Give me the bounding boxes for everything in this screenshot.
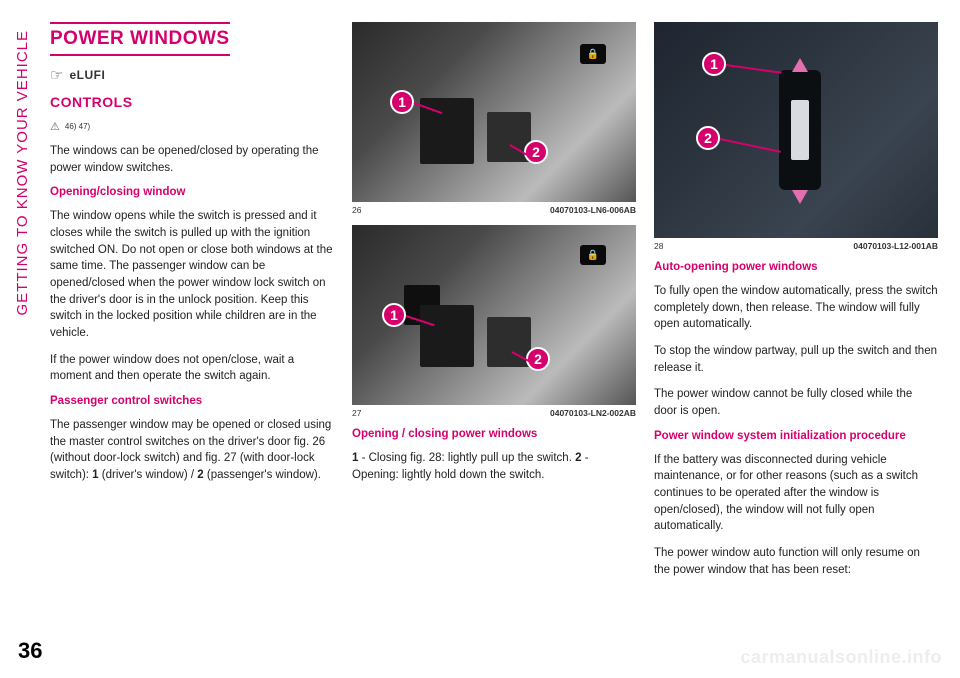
paragraph: The passenger window may be opened or cl… bbox=[50, 417, 334, 484]
subheading: Auto-opening power windows bbox=[654, 261, 938, 273]
arrow-down-icon bbox=[792, 190, 808, 204]
figure-code: 04070103-LN6-006AB bbox=[550, 205, 636, 215]
paragraph: The windows can be opened/closed by oper… bbox=[50, 143, 334, 176]
subheading: Opening / closing power windows bbox=[352, 428, 636, 440]
arrow-up-icon bbox=[792, 58, 808, 72]
text: (driver's window) / bbox=[99, 469, 198, 481]
warning-icon: ⚠ bbox=[50, 120, 60, 133]
paragraph: To fully open the window automatically, … bbox=[654, 283, 938, 333]
paragraph: If the power window does not open/close,… bbox=[50, 352, 334, 385]
watermark: carmanualsonline.info bbox=[740, 647, 942, 668]
icon-row: ☞ eLUFI bbox=[50, 66, 334, 84]
switch-shape bbox=[420, 305, 474, 367]
figure-image: 🔒 1 2 bbox=[352, 22, 636, 202]
lock-icon: 🔒 bbox=[580, 44, 606, 64]
text: - Closing fig. 28: lightly pull up the s… bbox=[358, 452, 575, 464]
marker-2: 2 bbox=[524, 140, 548, 164]
figure-code: 04070103-L12-001AB bbox=[853, 241, 938, 251]
text: (passenger's window). bbox=[204, 469, 321, 481]
figure-caption: 27 04070103-LN2-002AB bbox=[352, 405, 636, 418]
figure-image: 🔒 1 2 bbox=[352, 225, 636, 405]
figure-image: 1 2 bbox=[654, 22, 938, 238]
marker-line bbox=[726, 64, 782, 73]
lock-icon: 🔒 bbox=[580, 245, 606, 265]
figure-number: 27 bbox=[352, 408, 361, 418]
brand-label: eLUFI bbox=[69, 68, 105, 82]
marker-2: 2 bbox=[526, 347, 550, 371]
page-number: 36 bbox=[18, 638, 42, 664]
column-1: POWER WINDOWS ☞ eLUFI CONTROLS ⚠ 46) 47)… bbox=[50, 22, 334, 656]
paragraph: The power window auto function will only… bbox=[654, 545, 938, 578]
figure-caption: 26 04070103-LN6-006AB bbox=[352, 202, 636, 215]
subheading: Passenger control switches bbox=[50, 395, 334, 407]
sidebar: GETTING TO KNOW YOUR VEHICLE bbox=[0, 0, 44, 678]
figure-code: 04070103-LN2-002AB bbox=[550, 408, 636, 418]
marker-1: 1 bbox=[390, 90, 414, 114]
marker-1: 1 bbox=[382, 303, 406, 327]
column-3: 1 2 28 04070103-L12-001AB Auto-opening p… bbox=[654, 22, 938, 656]
figure-caption: 28 04070103-L12-001AB bbox=[654, 238, 938, 251]
section-label: GETTING TO KNOW YOUR VEHICLE bbox=[14, 30, 31, 316]
figure-number: 28 bbox=[654, 241, 663, 251]
paragraph: To stop the window partway, pull up the … bbox=[654, 343, 938, 376]
column-2: 🔒 1 2 26 04070103-LN6-006AB 🔒 1 bbox=[352, 22, 636, 656]
content-area: POWER WINDOWS ☞ eLUFI CONTROLS ⚠ 46) 47)… bbox=[44, 0, 960, 678]
page-title: POWER WINDOWS bbox=[50, 22, 230, 56]
pointer-icon: ☞ bbox=[50, 66, 63, 84]
figure-number: 26 bbox=[352, 205, 361, 215]
subheading: Opening/closing window bbox=[50, 186, 334, 198]
section-subtitle: CONTROLS bbox=[50, 94, 334, 110]
paragraph: The power window cannot be fully closed … bbox=[654, 386, 938, 419]
paragraph: The window opens while the switch is pre… bbox=[50, 208, 334, 341]
paragraph: If the battery was disconnected during v… bbox=[654, 452, 938, 535]
marker-line bbox=[720, 138, 781, 152]
figure-27: 🔒 1 2 27 04070103-LN2-002AB bbox=[352, 225, 636, 418]
figure-28: 1 2 28 04070103-L12-001AB bbox=[654, 22, 938, 251]
marker-2: 2 bbox=[696, 126, 720, 150]
switch-button bbox=[791, 100, 809, 160]
warning-refs: 46) 47) bbox=[65, 122, 90, 131]
subheading: Power window system initialization proce… bbox=[654, 430, 938, 442]
marker-1: 1 bbox=[702, 52, 726, 76]
warning-row: ⚠ 46) 47) bbox=[50, 120, 334, 133]
figure-26: 🔒 1 2 26 04070103-LN6-006AB bbox=[352, 22, 636, 215]
paragraph: 1 - Closing fig. 28: lightly pull up the… bbox=[352, 450, 636, 483]
